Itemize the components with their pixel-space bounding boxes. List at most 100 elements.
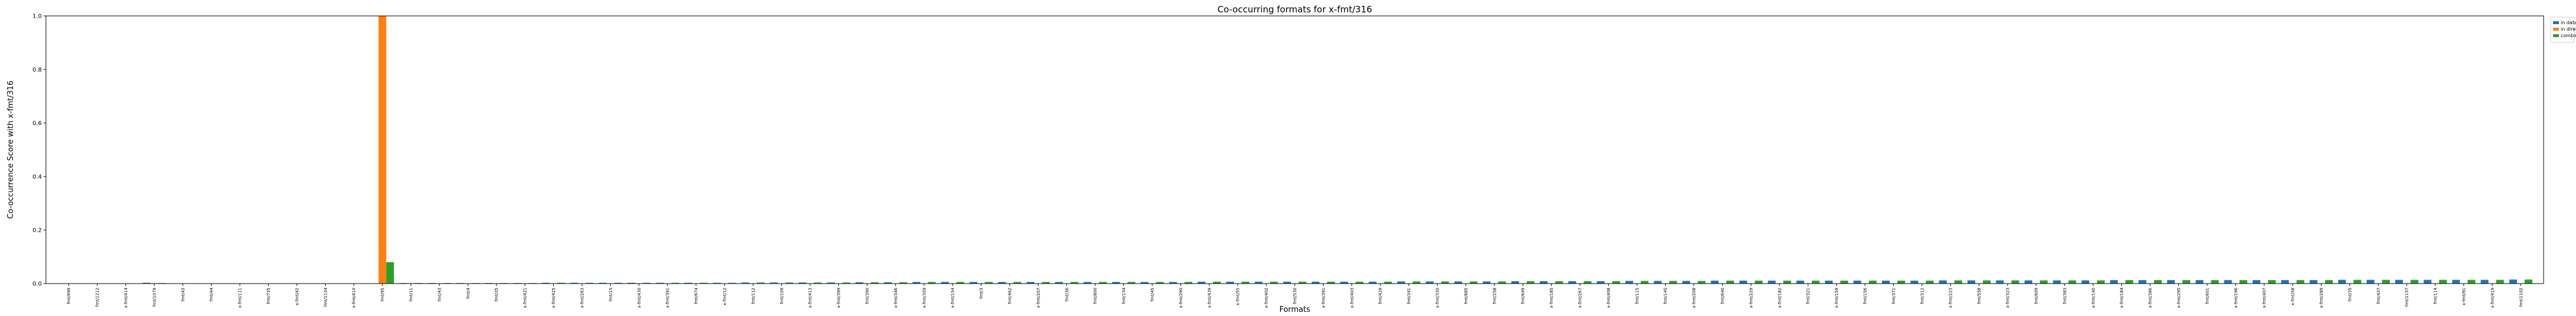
bar-combined — [956, 282, 964, 284]
bar-combined — [1811, 281, 1820, 284]
bars-group — [57, 16, 2532, 284]
legend-label: in data-objects — [2561, 20, 2576, 25]
bar-in-data-objects — [1796, 281, 1804, 284]
bar-combined — [1327, 281, 1335, 284]
x-tick-label: fmt/15 — [609, 288, 613, 301]
x-tick-label: fmt/114 — [2433, 287, 2438, 304]
bar-combined — [2096, 280, 2105, 284]
bar-combined — [1384, 281, 1392, 284]
x-tick-label: x-fmt/439 — [1207, 288, 1212, 308]
bar-in-data-objects — [770, 282, 778, 284]
legend-label: combined — [2561, 33, 2576, 38]
bar-in-data-objects — [941, 282, 949, 284]
bar-combined — [1298, 281, 1307, 284]
bar-combined — [2468, 279, 2476, 284]
x-tick-label: x-fmt/391 — [666, 288, 670, 308]
bar-in-data-objects — [1254, 281, 1263, 284]
bar-in-data-objects — [1169, 282, 1177, 284]
bar-combined — [2496, 279, 2504, 284]
bar-combined — [899, 282, 907, 284]
bar-combined — [1869, 281, 1877, 284]
x-tick-label: x-fmt/410 — [352, 288, 356, 308]
bar-in-data-objects — [884, 282, 892, 284]
bar-combined — [2239, 280, 2247, 284]
x-tick-label: x-fmt/402 — [1264, 288, 1269, 308]
bar-in-data-objects — [1996, 280, 2004, 284]
x-tick-label: fmt/462 — [1007, 288, 1012, 304]
bar-in-data-objects — [1226, 281, 1234, 284]
bar-in-data-objects — [1540, 281, 1548, 284]
x-tick-label: x-fmt/290 — [1179, 288, 1183, 308]
x-tick-label: x-fmt/425 — [551, 288, 556, 308]
bar-combined — [756, 282, 765, 284]
bar-in-data-objects — [1768, 281, 1776, 284]
x-tick-label: x-fmt/91 — [2462, 288, 2466, 305]
bar-combined — [1526, 281, 1535, 284]
y-tick-label: 0.4 — [32, 174, 42, 180]
bar-combined — [1184, 282, 1192, 284]
bar-combined — [1783, 281, 1791, 284]
bar-combined — [2011, 280, 2019, 284]
x-tick-label: fmt/36 — [1064, 287, 1069, 301]
bar-combined — [557, 282, 566, 284]
bar-in-data-objects — [1939, 280, 1947, 284]
x-tick-label: x-fmt/346 — [894, 287, 898, 308]
bar-in-data-objects — [656, 282, 664, 284]
bar-combined — [728, 282, 736, 284]
x-tick-label: x-fmt/330 — [1436, 288, 1440, 308]
bar-in-data-objects — [2110, 280, 2118, 284]
bar-combined — [1926, 281, 1934, 284]
bar-combined — [700, 282, 708, 284]
bar-in-data-objects — [1454, 281, 1462, 284]
bar-in-data-objects — [1853, 281, 1861, 284]
x-tick-label: fmt/437 — [2376, 288, 2381, 304]
bar-in-data-objects — [1568, 281, 1576, 284]
bar-in-data-objects — [1340, 281, 1348, 284]
bar-combined — [2410, 279, 2419, 284]
x-tick-label: x-fmt/408 — [1606, 288, 1611, 308]
bar-combined — [643, 282, 651, 284]
x-tick-label: fmt/3 — [979, 288, 984, 299]
x-tick-label: fmt/4 — [466, 287, 471, 298]
bar-in-data-objects — [2309, 280, 2317, 284]
x-tick-label: x-fmt/185 — [1549, 288, 1554, 308]
bar-in-data-objects — [2224, 280, 2232, 284]
bar-in-data-objects — [855, 282, 864, 284]
legend: in data-objects in directoriescombined — [2550, 17, 2576, 43]
bar-combined — [871, 282, 879, 284]
bar-combined — [1897, 281, 1906, 284]
bar-in-data-objects — [1368, 281, 1377, 284]
bar-in-data-objects — [1511, 281, 1519, 284]
x-tick-label: x-fmt/140 — [2091, 288, 2096, 308]
bar-combined — [2268, 280, 2276, 284]
bar-in-data-objects — [741, 282, 749, 284]
bar-in-data-objects — [2081, 280, 2089, 284]
bar-in-data-objects — [798, 282, 806, 284]
x-tick-label: fmt/321 — [1806, 288, 1811, 304]
bar-combined — [1669, 281, 1677, 284]
bar-combined — [1156, 282, 1164, 284]
x-tick-label: fmt/312 — [1920, 288, 1924, 304]
bar-combined — [2182, 280, 2191, 284]
bar-combined — [1355, 281, 1364, 284]
x-tick-label: fmt/109 — [779, 288, 784, 304]
bar-in-data-objects — [1711, 281, 1719, 284]
bar-in-data-objects — [1910, 281, 1919, 284]
y-tick-label: 0.6 — [32, 120, 42, 127]
x-tick-label: x-fmt/154 — [951, 287, 955, 308]
bar-in-data-objects — [1825, 281, 1833, 284]
legend-swatch — [2553, 28, 2559, 31]
bar-combined — [1041, 282, 1050, 284]
bar-combined — [1583, 281, 1592, 284]
x-tick-label: x-fmt/208 — [1692, 288, 1697, 308]
bar-in-data-objects — [1055, 282, 1063, 284]
x-tick-label: fmt/134 — [1122, 287, 1126, 304]
bar-combined — [1241, 281, 1249, 284]
bar-combined — [2325, 280, 2333, 284]
bar-in-data-objects — [2167, 280, 2175, 284]
bar-combined — [1213, 281, 1221, 284]
x-tick-label: fmt/390 — [865, 288, 869, 304]
bar-in-data-objects — [1881, 281, 1890, 284]
x-tick-label: x-fmt/323 — [2006, 288, 2010, 308]
